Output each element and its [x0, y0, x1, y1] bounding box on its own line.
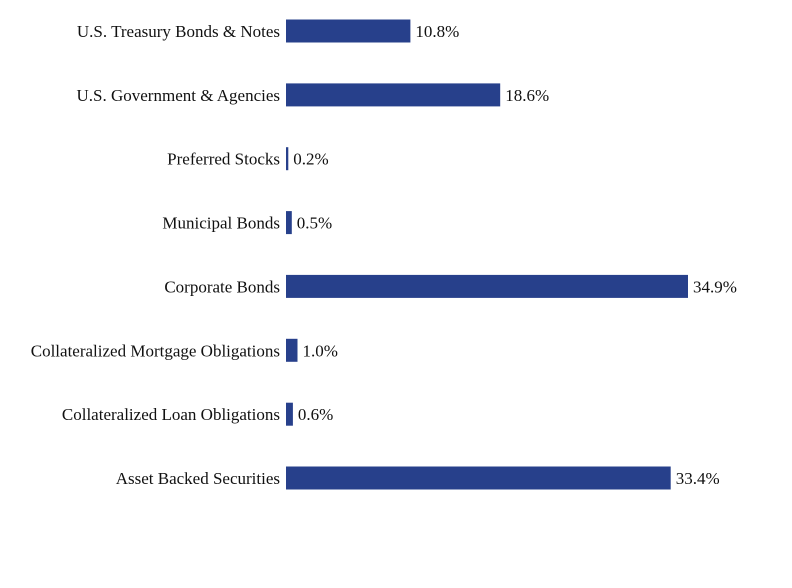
category-label-3: Municipal Bonds [162, 214, 280, 233]
category-label-6: Collateralized Loan Obligations [62, 405, 280, 424]
value-label-3: 0.5% [297, 214, 332, 233]
category-label-4: Corporate Bonds [164, 277, 280, 296]
value-labels: 10.8% 18.6% 0.2% 0.5% 34.9% 1.0% 0.6% 33.4% [293, 22, 737, 488]
value-label-4: 34.9% [693, 277, 737, 296]
value-label-0: 10.8% [415, 22, 459, 41]
bar-1 [286, 83, 501, 107]
value-label-6: 0.6% [298, 405, 333, 424]
category-label-7: Asset Backed Securities [116, 469, 280, 488]
bar-0 [286, 19, 411, 43]
category-label-0: U.S. Treasury Bonds & Notes [77, 22, 280, 41]
bar-2 [286, 147, 289, 171]
category-label-1: U.S. Government & Agencies [77, 86, 281, 105]
bar-5 [286, 338, 298, 362]
value-label-1: 18.6% [505, 86, 549, 105]
bar-7 [286, 466, 671, 490]
value-label-7: 33.4% [676, 469, 720, 488]
bars [286, 19, 688, 490]
value-label-2: 0.2% [293, 150, 328, 169]
category-labels: U.S. Treasury Bonds & Notes U.S. Governme… [31, 22, 280, 488]
bar-3 [286, 211, 292, 235]
bar-6 [286, 402, 293, 426]
bar-4 [286, 274, 688, 298]
category-label-5: Collateralized Mortgage Obligations [31, 341, 280, 360]
value-label-5: 1.0% [303, 341, 338, 360]
category-label-2: Preferred Stocks [167, 150, 280, 169]
